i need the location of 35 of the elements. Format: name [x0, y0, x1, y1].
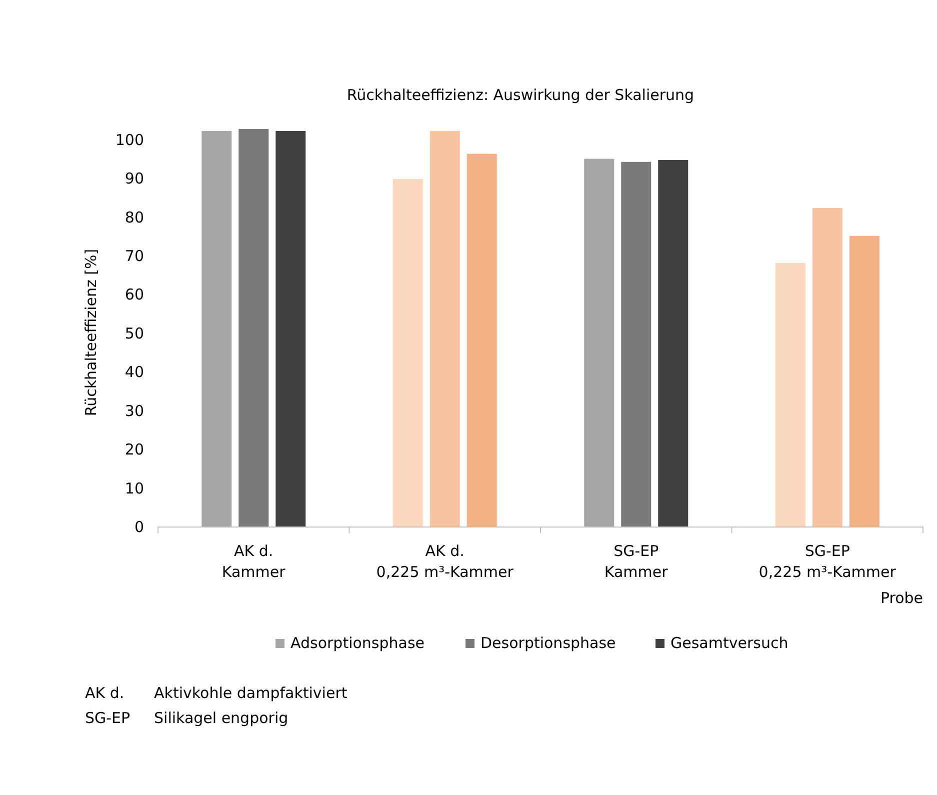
bar — [430, 130, 460, 527]
x-tick-label: SG-EP 0,225 m³-Kammer — [758, 542, 897, 581]
bar — [775, 262, 806, 527]
text: SG-EP Silikagel engporig — [85, 709, 288, 727]
x-tick-label: SG-EP Kammer — [604, 542, 669, 581]
text: AK d. Aktivkohle dampfaktiviert — [85, 684, 348, 702]
bar — [392, 178, 423, 527]
bar — [238, 129, 269, 527]
legend-label: Adsorptionsphase — [290, 634, 425, 652]
y-axis-title: Rückhalteeffizienz [%] — [82, 248, 100, 416]
y-tick-label: 30 — [124, 402, 144, 420]
chart-title: Rückhalteeffizienz: Auswirkung der Skalierung — [346, 86, 694, 104]
x-axis-title: Probe — [880, 589, 923, 607]
x-tick-label: AK d. Kammer — [222, 542, 286, 581]
y-tick-label: 80 — [124, 208, 144, 226]
bar — [584, 158, 614, 527]
y-tick-label: 90 — [124, 170, 144, 188]
bar — [276, 130, 306, 527]
y-tick-label: 100 — [115, 130, 144, 149]
y-tick-label: 10 — [124, 479, 144, 498]
bar — [812, 208, 842, 527]
legend-label: Desorptionsphase — [480, 634, 616, 652]
bar — [621, 162, 652, 527]
bar — [658, 160, 688, 527]
y-tick-label: 60 — [124, 286, 144, 304]
y-tick-label: 70 — [124, 246, 144, 265]
bar — [849, 236, 880, 527]
y-tick-label: 50 — [124, 324, 144, 342]
y-tick-label: 20 — [124, 440, 144, 459]
y-tick-label: 40 — [124, 363, 144, 382]
legend-label: Gesamtversuch — [670, 634, 788, 652]
y-tick-label: 0 — [134, 518, 144, 536]
bar — [202, 130, 232, 527]
x-tick-label: AK d. 0,225 m³-Kammer — [376, 542, 514, 581]
bar — [466, 154, 497, 527]
